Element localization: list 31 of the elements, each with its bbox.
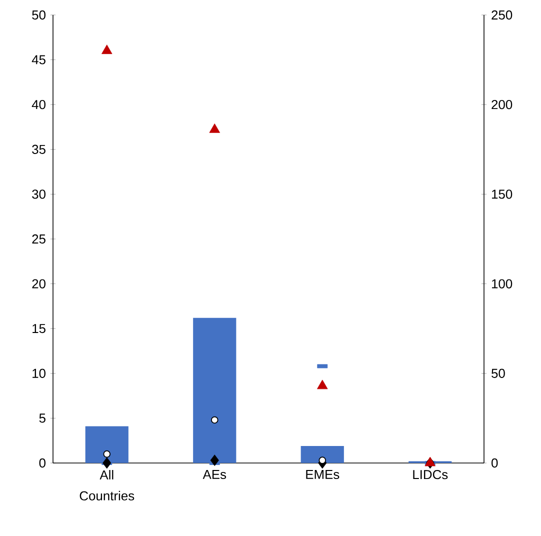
point: [424, 456, 436, 466]
point: [102, 44, 112, 54]
x-tick-label: All Countries: [80, 470, 134, 500]
y-tick-label: 0: [39, 458, 46, 468]
point: [102, 457, 112, 469]
y-tick-label: 45: [32, 55, 46, 64]
y-tick-label: 40: [32, 100, 46, 110]
y-tick-label: 25: [32, 234, 46, 244]
y-tick-label: 20: [32, 279, 46, 288]
point: [103, 450, 111, 458]
point: [209, 124, 220, 133]
y2-tick-label: 150: [492, 190, 512, 199]
point: [210, 416, 218, 424]
point: [317, 380, 328, 390]
y2-tick-label: 0: [492, 458, 498, 468]
y-tick-label: 30: [32, 190, 46, 199]
y2-tick-label: 50: [492, 368, 505, 378]
y-tick-label: 50: [32, 10, 46, 20]
y-tick-label: 5: [39, 414, 46, 423]
x-tick-label: LIDCs: [413, 470, 448, 480]
bar: [300, 446, 344, 463]
y-tick-label: 15: [32, 324, 46, 334]
point: [210, 454, 219, 466]
y2-tick-label: 100: [492, 279, 512, 288]
x-tick-label: EMEs: [306, 470, 340, 480]
y-tick-label: 35: [32, 144, 46, 154]
y-tick-label: 10: [32, 368, 46, 378]
x-tick-label: AEs: [202, 470, 226, 480]
y2-tick-label: 200: [492, 100, 512, 110]
y2-tick-label: 250: [492, 10, 512, 20]
point: [318, 456, 326, 464]
